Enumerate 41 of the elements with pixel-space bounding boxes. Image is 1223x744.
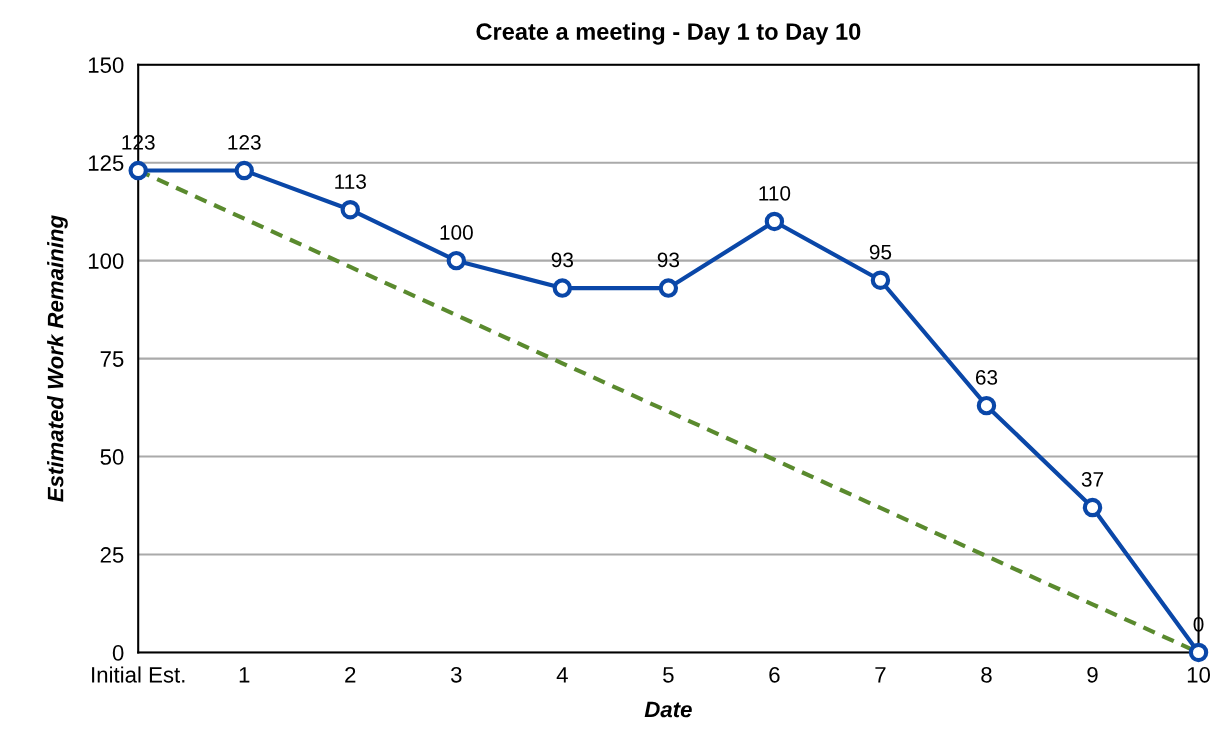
data-label: 93 [551,252,574,268]
point [976,395,997,416]
x-tick-label: 4 [556,667,568,683]
y-tick-label: 125 [88,155,124,171]
x-axis-title: Date [644,701,692,718]
point [764,211,785,232]
y-tick-label: 75 [100,351,124,367]
data-label: 110 [759,185,791,201]
data-label: 63 [975,370,998,385]
data-label: 37 [1081,471,1104,487]
point [340,199,360,220]
y-tick-label: 100 [88,253,124,269]
data-label: 113 [335,174,366,189]
y-tick-label: 0 [112,645,124,661]
x-tick-label: 9 [1087,666,1098,683]
y-tick-label: 50 [100,449,124,465]
x-tick-label: 7 [875,667,886,683]
x-tick-label: 8 [981,666,992,683]
chart-title: Create a meeting - Day 1 to Day 10 [476,22,861,45]
point [870,270,891,290]
x-tick-label: 2 [345,666,356,683]
x-tick-label: 5 [663,667,674,683]
point [1188,642,1209,663]
x-tick-label: 3 [450,666,462,683]
data-label: 95 [869,244,892,260]
point [446,250,467,271]
point [1082,497,1103,518]
point [552,278,573,298]
point [128,160,148,181]
data-label: 93 [657,252,680,268]
data-label: 123 [228,134,261,150]
point [658,278,679,298]
data-label: 100 [440,225,473,240]
point [234,160,254,181]
y-tick-label: 25 [100,547,124,563]
y-axis-title: Estimated Work Remaining [47,215,68,502]
x-tick-label: 1 [239,667,250,683]
x-tick-label: 6 [769,666,780,683]
x-tick-label: Initial Est. [92,666,185,683]
x-tick-label: 10 [1187,666,1211,683]
y-tick-label: 150 [88,57,124,73]
